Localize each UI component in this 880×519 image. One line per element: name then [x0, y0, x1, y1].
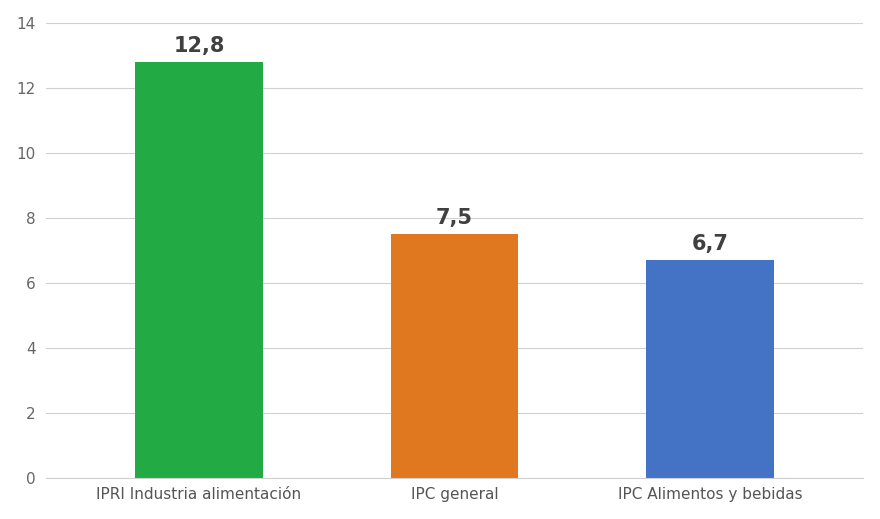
Bar	[391, 234, 518, 477]
Text: 12,8: 12,8	[173, 36, 224, 56]
Text: 6,7: 6,7	[692, 234, 729, 254]
Bar	[135, 62, 263, 477]
Text: 7,5: 7,5	[436, 208, 473, 228]
Bar	[646, 260, 774, 477]
